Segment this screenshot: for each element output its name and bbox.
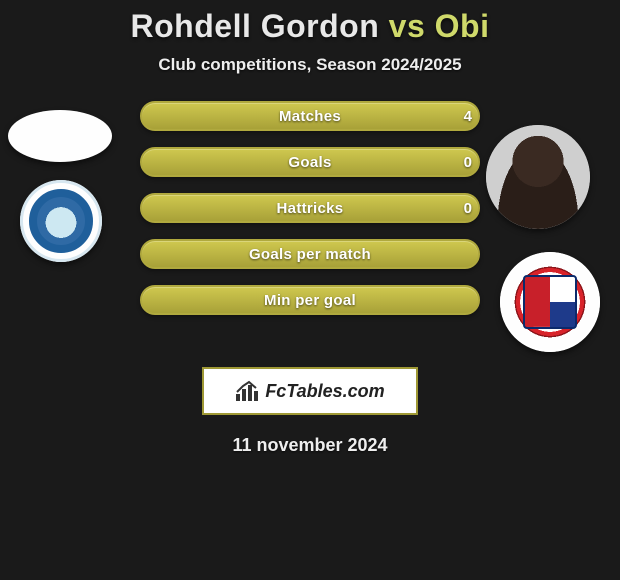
page-title: Rohdell Gordon vs Obi <box>0 8 620 45</box>
stat-label: Matches <box>279 108 341 125</box>
stat-value-right <box>432 241 472 267</box>
stat-value-right <box>432 287 472 313</box>
stat-row: Hattricks 0 <box>140 193 480 223</box>
stat-row: Min per goal <box>140 285 480 315</box>
stats-area: Matches 4 Goals 0 Hattricks 0 Goals per … <box>0 101 620 361</box>
stat-value-left <box>148 287 188 313</box>
stat-row: Goals per match <box>140 239 480 269</box>
barchart-icon <box>235 380 261 402</box>
stat-value-right: 0 <box>432 195 472 221</box>
stat-value-left <box>148 149 188 175</box>
title-vs: vs <box>389 8 426 44</box>
stat-value-right: 4 <box>432 103 472 129</box>
stat-label: Min per goal <box>264 292 356 309</box>
stat-value-left <box>148 195 188 221</box>
stat-label: Goals <box>288 154 331 171</box>
stat-label: Hattricks <box>277 200 344 217</box>
stat-value-left <box>148 103 188 129</box>
stat-value-right: 0 <box>432 149 472 175</box>
branding-site-name: FcTables.com <box>265 381 384 402</box>
title-player2: Obi <box>435 8 490 44</box>
branding-logo-box: FcTables.com <box>202 367 418 415</box>
stat-row: Matches 4 <box>140 101 480 131</box>
stat-value-left <box>148 241 188 267</box>
title-player1: Rohdell Gordon <box>131 8 380 44</box>
stat-row: Goals 0 <box>140 147 480 177</box>
subtitle: Club competitions, Season 2024/2025 <box>0 55 620 75</box>
stat-label: Goals per match <box>249 246 371 263</box>
date-text: 11 november 2024 <box>0 435 620 456</box>
